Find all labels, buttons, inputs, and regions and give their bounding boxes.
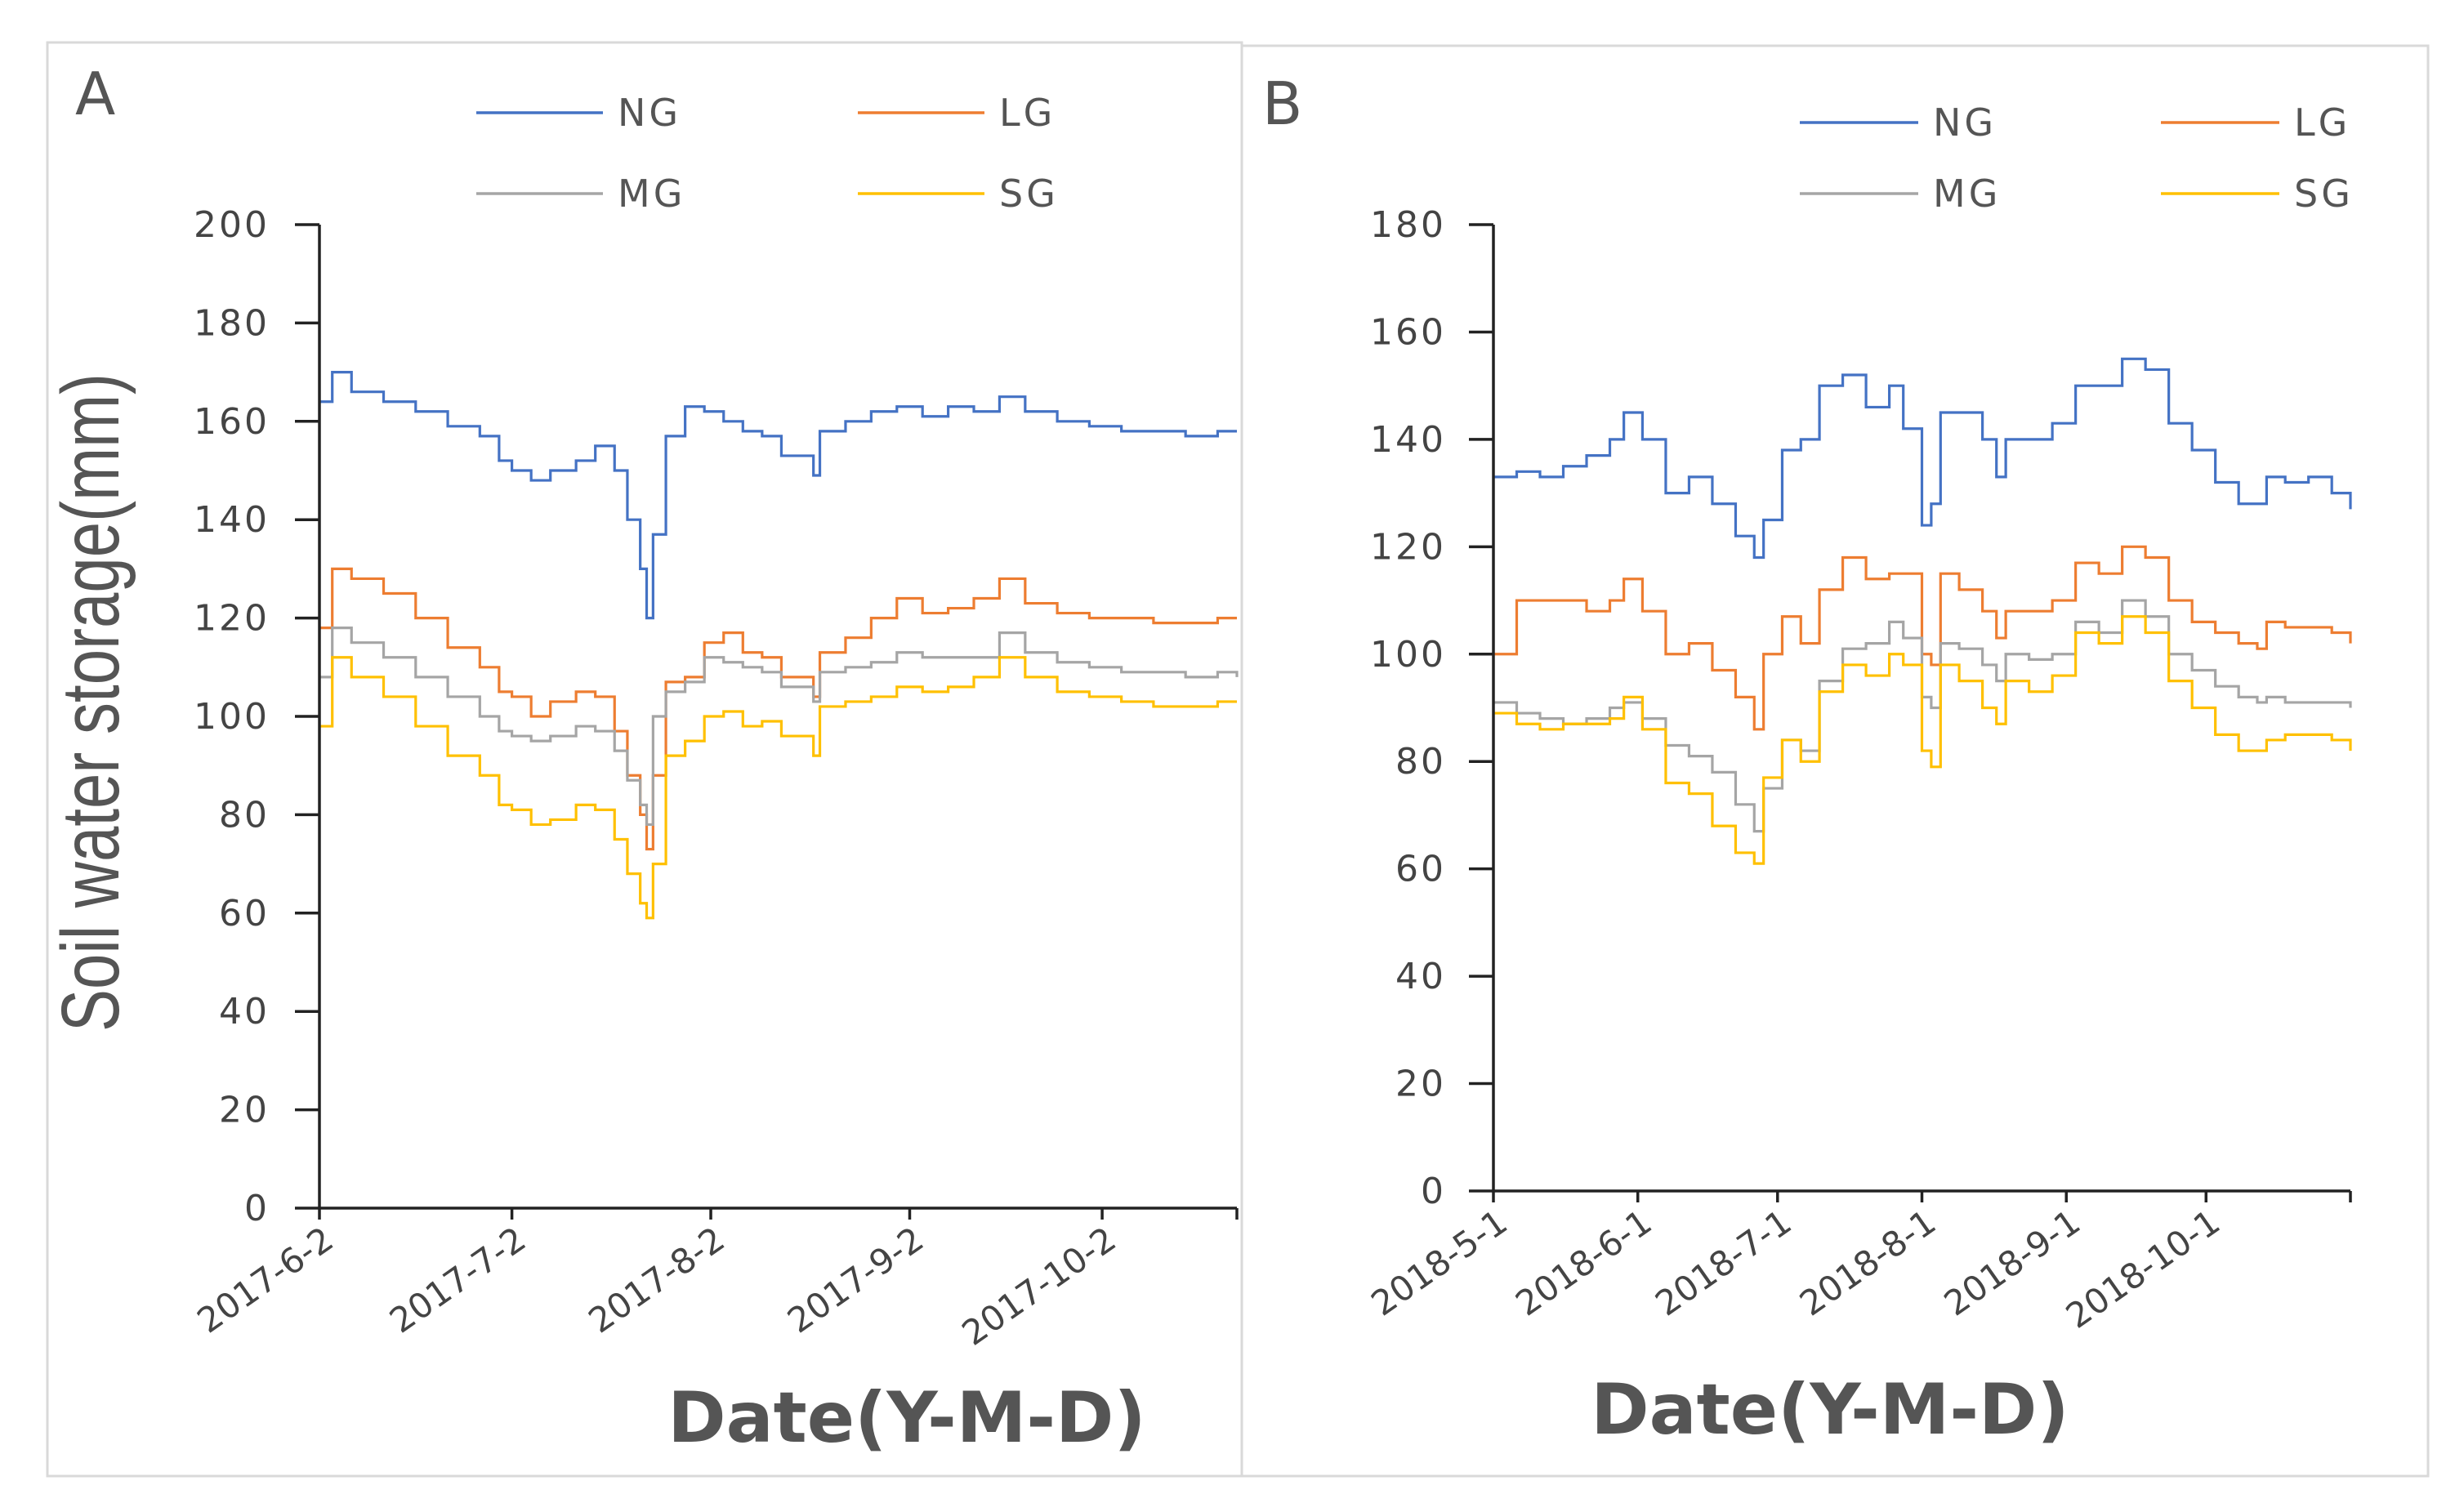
panel-b-x-tick-label: 2018-5-1	[1364, 1202, 1514, 1323]
panel-b-y-tick-label: 140	[1370, 419, 1446, 461]
panel-b-legend-label-sg: SG	[2294, 172, 2354, 216]
panel-a-y-tick-label: 20	[219, 1090, 270, 1131]
panel-a-y-tick-label: 100	[194, 696, 270, 738]
panel-a-x-tick-label: 2017-9-2	[780, 1219, 931, 1340]
panel-a-y-tick-label: 0	[244, 1188, 270, 1229]
panel-a-y-tick-label: 180	[194, 302, 270, 344]
panel-a-legend-label-ng: NG	[618, 91, 681, 135]
panel-b-series-ng	[1493, 357, 2352, 560]
panel-b-series-sg	[1493, 615, 2352, 865]
panel-b-x-tick-label: 2018-6-1	[1508, 1202, 1658, 1323]
panel-b-series-lg	[1493, 545, 2352, 731]
panel-a-legend-label-sg: SG	[999, 172, 1059, 216]
panel-a-series-sg	[319, 656, 1237, 920]
panel-b-y-tick-label: 160	[1370, 311, 1446, 353]
panel-a-plot: 0 20 40 60 80 100 120 140 160 180 200 2017-6-2 2017-…	[190, 91, 1239, 1354]
panel-a-series-ng	[319, 371, 1237, 620]
panel-b-y-tick-label: 60	[1395, 849, 1446, 890]
panel-b-legend-label-mg: MG	[1933, 172, 2001, 216]
panel-b-plot: 0 20 40 60 80 100 120 140 160 180 2018-5-12018-6-1…	[1364, 100, 2354, 1336]
panel-b-x-axis-title: Date(Y-M-D)	[1591, 1369, 2069, 1451]
panel-b-y-tick-label: 40	[1395, 956, 1446, 997]
panel-a-y-tick-label: 60	[219, 893, 270, 934]
panel-a-label: A	[75, 60, 115, 128]
panel-b-y-tick-label: 180	[1370, 204, 1446, 246]
panel-a-series-lg	[319, 567, 1237, 851]
panel-a-series-mg	[319, 627, 1239, 827]
panel-b-y-tick-label: 20	[1395, 1064, 1446, 1105]
panel-a-y-tick-label: 120	[194, 598, 270, 640]
panel-b-x-tick-label: 2018-10-1	[2059, 1202, 2227, 1336]
panel-a-x-tick-label: 2017-6-2	[190, 1219, 340, 1340]
panel-a-x-tick-label: 2017-7-2	[382, 1219, 533, 1340]
panel-b-label: B	[1262, 69, 1302, 138]
panel-a-x-axis-title: Date(Y-M-D)	[667, 1377, 1145, 1459]
panel-a-y-tick-label: 160	[194, 401, 270, 443]
panel-b-y-tick-label: 0	[1421, 1171, 1446, 1212]
panel-a-y-axis-title: Soil water storage(mm)	[46, 373, 137, 1032]
panel-a-y-tick-label: 80	[219, 794, 270, 836]
panel-a-x-tick-label: 2017-10-2	[955, 1219, 1123, 1354]
panel-a-y-tick-label: 200	[194, 204, 270, 246]
panel-a-legend-label-mg: MG	[618, 172, 685, 216]
panel-b-x-tick-label: 2018-8-1	[1792, 1202, 1943, 1323]
panel-b-y-tick-label: 100	[1370, 634, 1446, 676]
panel-b-y-tick-label: 120	[1370, 526, 1446, 568]
panel-b-legend-label-lg: LG	[2294, 100, 2350, 145]
panel-b-frame	[1240, 44, 2430, 1478]
panel-a-x-tick-label: 2017-8-2	[582, 1219, 732, 1340]
panel-a-legend-label-lg: LG	[999, 91, 1056, 135]
panel-b-x-tick-label: 2018-7-1	[1648, 1202, 1798, 1323]
panel-b-y-tick-label: 80	[1395, 741, 1446, 783]
panel-a-y-tick-label: 40	[219, 991, 270, 1033]
panel-a-y-tick-label: 140	[194, 499, 270, 541]
panel-b-legend-label-ng: NG	[1933, 100, 1997, 145]
